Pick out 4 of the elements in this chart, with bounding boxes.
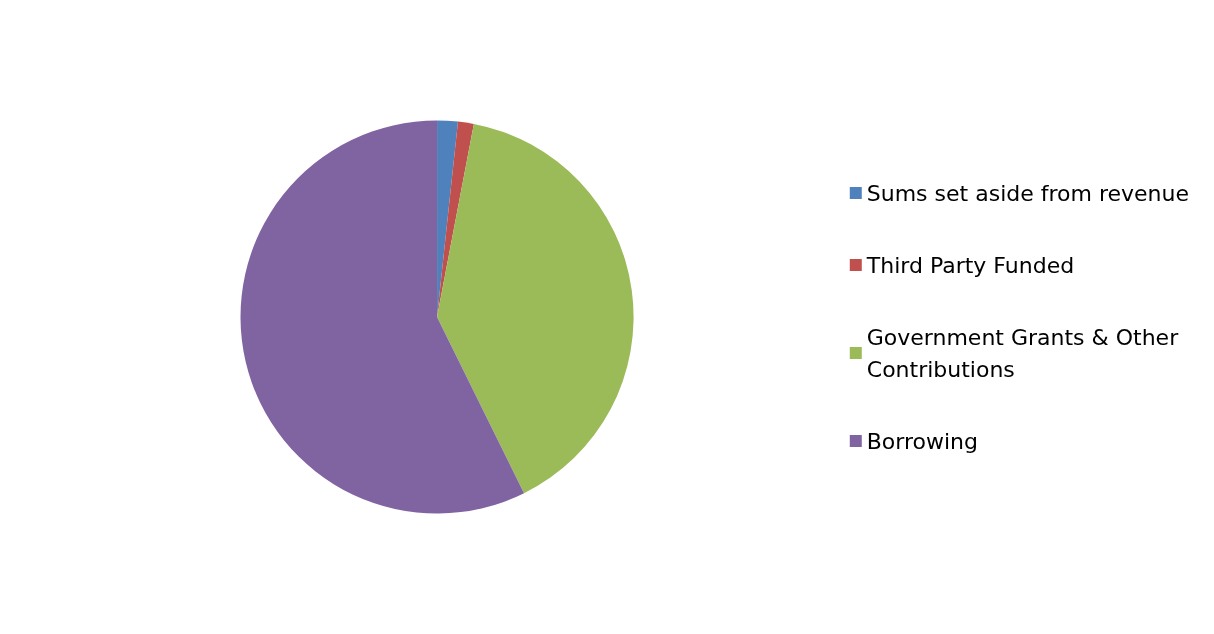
legend-label: Sums set aside from revenue bbox=[866, 180, 1190, 206]
legend-label: Third Party Funded bbox=[865, 252, 1075, 278]
legend-label: Government Grants & Other Contributions bbox=[866, 324, 1180, 382]
legend-label: Borrowing bbox=[866, 428, 979, 454]
